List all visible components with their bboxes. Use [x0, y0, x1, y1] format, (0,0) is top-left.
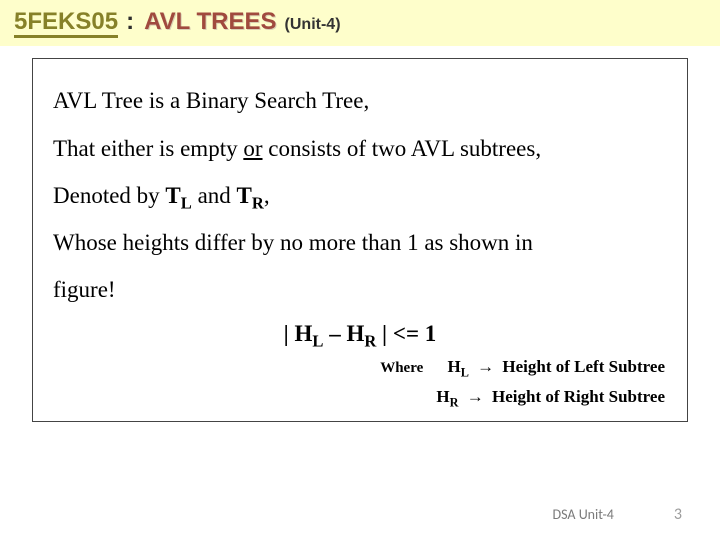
where-hl-line: Where HL → Height of Left Subtree: [53, 357, 667, 377]
tr-symbol: TR: [237, 183, 264, 208]
tl-symbol: TL: [165, 183, 191, 208]
content-box: AVL Tree is a Binary Search Tree, That e…: [32, 58, 688, 422]
separator: :: [126, 8, 134, 35]
line2-or: or: [243, 136, 262, 161]
footer-unit: DSA Unit-4: [552, 506, 613, 523]
unit-tag: (Unit-4): [285, 16, 341, 33]
hr-desc: Height of Right Subtree: [492, 387, 665, 406]
line2-b: consists of two AVL subtrees,: [263, 136, 542, 161]
course-code: 5FEKS05: [14, 9, 118, 38]
slide-header: 5FEKS05 : AVL TREES (Unit-4): [0, 0, 720, 46]
line3-mid: and: [192, 183, 237, 208]
line1: AVL Tree is a Binary Search Tree,: [53, 88, 369, 113]
line5: figure!: [53, 277, 116, 302]
line4: Whose heights differ by no more than 1 a…: [53, 230, 533, 255]
line3-end: ,: [264, 183, 270, 208]
where-label: Where: [380, 360, 423, 376]
where-hr-line: HR → Height of Right Subtree: [53, 387, 667, 407]
arrow-icon: →: [467, 387, 484, 406]
line3-a: Denoted by: [53, 183, 165, 208]
arrow-icon: →: [477, 357, 494, 376]
topic-title: AVL TREES: [144, 8, 276, 35]
line2-a: That either is empty: [53, 136, 243, 161]
slide-footer: DSA Unit-4 3: [552, 505, 682, 524]
hl-desc: Height of Left Subtree: [502, 357, 665, 376]
footer-page-number: 3: [674, 505, 682, 524]
definition-text: AVL Tree is a Binary Search Tree, That e…: [53, 77, 667, 313]
height-formula: | HL – HR | <= 1: [53, 321, 667, 347]
